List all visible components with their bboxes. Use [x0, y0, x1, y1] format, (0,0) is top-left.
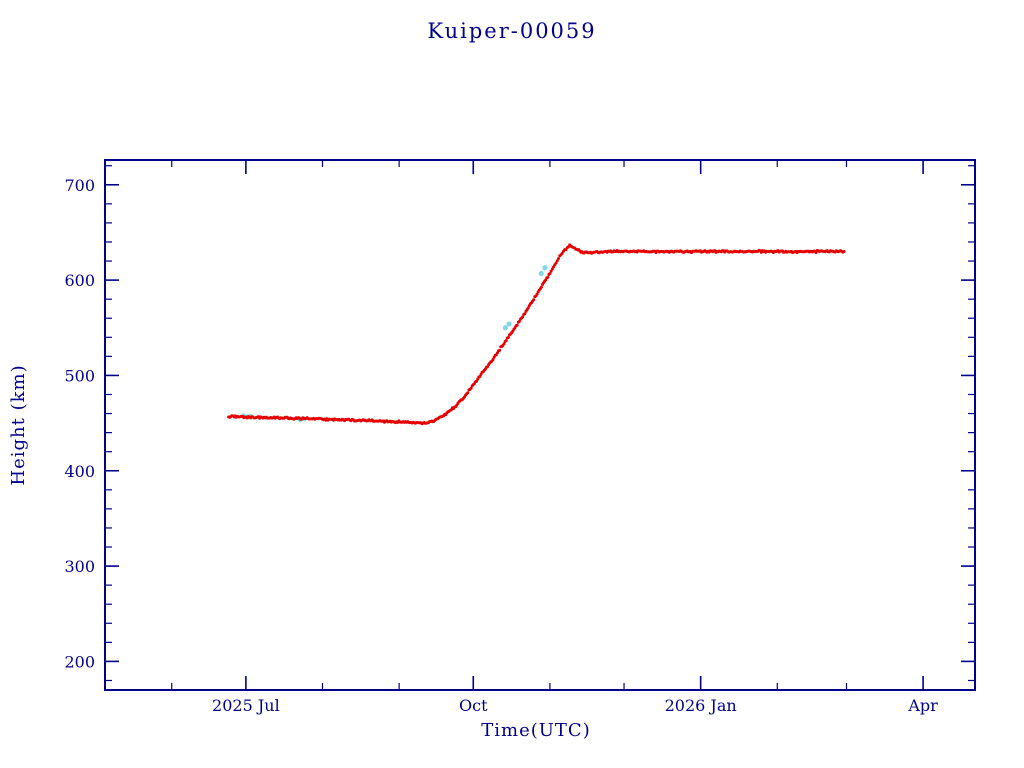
- data-point-red: [526, 306, 530, 310]
- data-point-red: [539, 285, 543, 289]
- data-point-red: [546, 275, 550, 279]
- y-tick-label: 200: [64, 652, 95, 671]
- data-point-cyan: [506, 321, 512, 327]
- y-tick-label: 700: [64, 176, 95, 195]
- data-point-red: [506, 336, 510, 339]
- data-point-red: [469, 386, 473, 390]
- x-axis-label: Time(UTC): [481, 720, 590, 741]
- x-tick-label: Oct: [459, 696, 488, 715]
- data-point-red: [502, 342, 506, 346]
- chart-title: Kuiper-00059: [427, 19, 596, 43]
- data-point-red: [466, 391, 470, 395]
- data-point-red: [532, 298, 536, 302]
- y-axis-label: Height (km): [8, 364, 29, 485]
- y-tick-label: 400: [64, 462, 95, 481]
- data-point-cyan: [542, 265, 548, 271]
- data-point-red: [523, 312, 527, 316]
- y-tick-label: 300: [64, 557, 95, 576]
- y-tick-label: 600: [64, 271, 95, 290]
- data-point-red: [557, 257, 560, 260]
- data-point-red: [521, 315, 525, 319]
- x-tick-label: 2026 Jan: [665, 696, 737, 715]
- data-point-red: [548, 272, 552, 276]
- data-point-red: [555, 259, 559, 263]
- x-tick-label: 2025 Jul: [212, 696, 280, 715]
- series-height-km-red: [227, 243, 846, 426]
- data-point-red: [515, 323, 519, 327]
- x-tick-label: Apr: [907, 696, 938, 715]
- plot-frame: [104, 159, 976, 691]
- data-point-red: [842, 250, 846, 253]
- plot-area: 200 300 400 500 600 700 2025 Jul Oct 2026 Jan Apr: [64, 159, 976, 715]
- data-point-red: [549, 269, 553, 273]
- y-tick-label: 500: [64, 366, 95, 385]
- data-point-red: [504, 339, 508, 343]
- data-point-cyan: [538, 270, 544, 277]
- data-point-cyan: [502, 325, 508, 331]
- data-point-red: [554, 261, 558, 265]
- data-point-red: [517, 319, 521, 323]
- series-height-km-cyan: [240, 265, 548, 423]
- data-point-red: [498, 348, 502, 352]
- data-point-red: [550, 267, 554, 271]
- data-point-red: [560, 251, 564, 255]
